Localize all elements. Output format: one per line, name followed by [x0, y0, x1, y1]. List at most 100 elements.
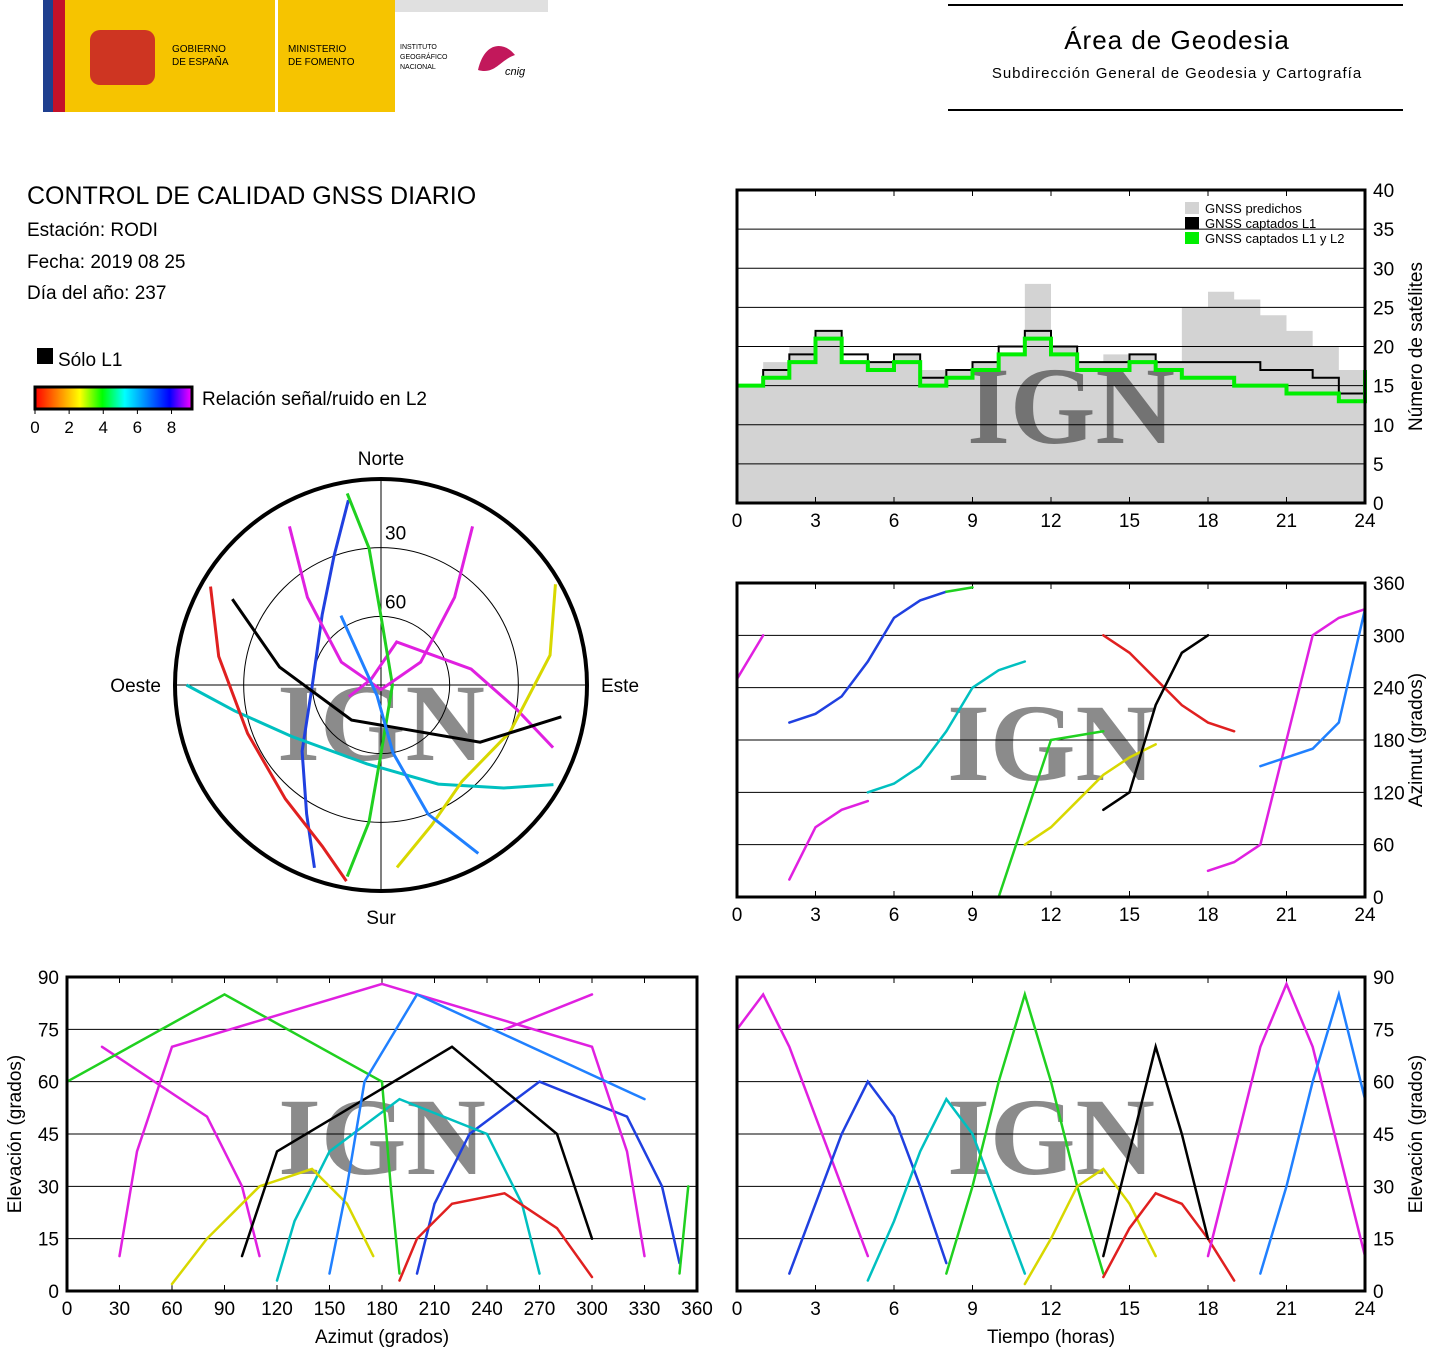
- x-tick-label: 12: [1040, 905, 1061, 926]
- coat-of-arms: [90, 30, 155, 85]
- satellite-track: [945, 586, 974, 593]
- satellite-track: [1102, 634, 1210, 812]
- x-tick-label: 0: [732, 511, 743, 532]
- legend-label: GNSS captados L1 y L2: [1205, 231, 1344, 246]
- sky-track: [345, 492, 394, 878]
- x-tick-label: 12: [1040, 1299, 1061, 1320]
- y-tick-label: 15: [1373, 1230, 1394, 1251]
- satellite-track: [997, 730, 1105, 899]
- x-tick-label: 330: [629, 1299, 661, 1320]
- x-axis-label: Azimut (grados): [315, 1327, 449, 1348]
- ministry-line: DE FOMENTO: [288, 57, 355, 68]
- sky-track: [300, 499, 350, 869]
- legend-swatch: [1185, 217, 1199, 229]
- legend-swatch: [1185, 202, 1199, 214]
- y-tick-label: 45: [1373, 1125, 1394, 1146]
- x-tick-label: 18: [1197, 1299, 1218, 1320]
- x-tick-label: 6: [889, 1299, 900, 1320]
- x-tick-label: 3: [810, 1299, 821, 1320]
- x-tick-label: 0: [732, 1299, 743, 1320]
- satellite-track: [788, 1079, 948, 1275]
- colorbar-tick-label: 0: [30, 418, 39, 437]
- x-tick-label: 150: [314, 1299, 346, 1320]
- x-tick-label: 240: [471, 1299, 503, 1320]
- date: Fecha: 2019 08 25: [27, 252, 185, 273]
- sky-track: [209, 586, 348, 882]
- y-tick-label: 45: [38, 1125, 59, 1146]
- x-tick-label: 9: [967, 511, 978, 532]
- satellite-track: [240, 1045, 594, 1258]
- ign-line: NACIONAL: [400, 64, 436, 71]
- legend-swatch: [1185, 232, 1199, 244]
- ring-label: 60: [385, 592, 406, 613]
- count-line: [737, 336, 1367, 404]
- satellite-track: [1023, 743, 1157, 846]
- ministry-line: MINISTERIO: [288, 44, 347, 55]
- x-axis-label: Tiempo (horas): [987, 1327, 1115, 1348]
- y-tick-label: 0: [1373, 888, 1384, 909]
- satellite-track: [170, 1167, 375, 1286]
- plot-frame: [735, 188, 1367, 505]
- day-of-year: Día del año: 237: [27, 283, 166, 304]
- plot-frame: [735, 975, 1367, 1293]
- y-tick-label: 0: [48, 1282, 59, 1303]
- x-tick-label: 270: [524, 1299, 556, 1320]
- horizon: [173, 477, 589, 893]
- satellite-track: [788, 590, 948, 724]
- l1-label: Sólo L1: [58, 350, 122, 371]
- x-tick-label: 12: [1040, 511, 1061, 532]
- y-axis-label: Número de satélites: [1406, 262, 1427, 431]
- y-tick-label: 300: [1373, 626, 1405, 647]
- x-tick-label: 24: [1354, 905, 1376, 926]
- snr-colorbar: [33, 385, 194, 411]
- y-tick-label: 30: [38, 1177, 59, 1198]
- sky-track: [185, 683, 554, 790]
- watermark: IGN: [947, 1076, 1155, 1198]
- y-tick-label: 360: [1373, 574, 1405, 595]
- x-tick-label: 60: [161, 1299, 182, 1320]
- x-tick-label: 0: [62, 1299, 73, 1320]
- satellite-track: [788, 799, 870, 881]
- x-tick-label: 30: [109, 1299, 130, 1320]
- y-tick-label: 25: [1373, 298, 1394, 319]
- satellite-track: [100, 1045, 261, 1258]
- x-tick-label: 300: [576, 1299, 608, 1320]
- y-tick-label: 15: [38, 1230, 59, 1251]
- satellite-track: [678, 1185, 690, 1275]
- direction-label: Este: [601, 676, 639, 697]
- y-tick-label: 60: [1373, 836, 1394, 857]
- colorbar-tick-label: 6: [133, 418, 142, 437]
- x-tick-label: 6: [889, 511, 900, 532]
- y-tick-label: 75: [38, 1020, 59, 1041]
- watermark: IGN: [967, 345, 1175, 467]
- y-axis-label: Elevación (grados): [5, 1055, 26, 1213]
- satellite-track: [1102, 634, 1236, 733]
- x-tick-label: 3: [810, 905, 821, 926]
- y-tick-label: 0: [1373, 1282, 1384, 1303]
- ring-label: 30: [385, 524, 406, 545]
- satellite-track: [866, 660, 1027, 794]
- ign-line: GEOGRÁFICO: [400, 52, 448, 61]
- x-tick-label: 0: [732, 905, 743, 926]
- satellite-track: [118, 982, 646, 1258]
- satellite-track: [1259, 989, 1367, 1275]
- satellite-track: [1259, 607, 1367, 768]
- y-tick-label: 5: [1373, 455, 1384, 476]
- satellite-track: [735, 634, 765, 681]
- y-axis-label: Azimut (grados): [1406, 673, 1427, 807]
- snr-label: Relación señal/ruido en L2: [202, 389, 427, 410]
- sky-track: [347, 640, 555, 749]
- y-tick-label: 15: [1373, 377, 1394, 398]
- y-tick-label: 30: [1373, 259, 1394, 280]
- gov-line: GOBIERNO: [172, 44, 226, 55]
- cnig-logo: [478, 45, 515, 72]
- colorbar-tick-label: 8: [167, 418, 176, 437]
- x-tick-label: 180: [366, 1299, 398, 1320]
- y-tick-label: 60: [38, 1073, 59, 1094]
- y-tick-label: 90: [38, 968, 59, 989]
- x-tick-label: 24: [1354, 1299, 1376, 1320]
- satellite-track: [1206, 980, 1367, 1258]
- elevation-ring: [243, 547, 519, 823]
